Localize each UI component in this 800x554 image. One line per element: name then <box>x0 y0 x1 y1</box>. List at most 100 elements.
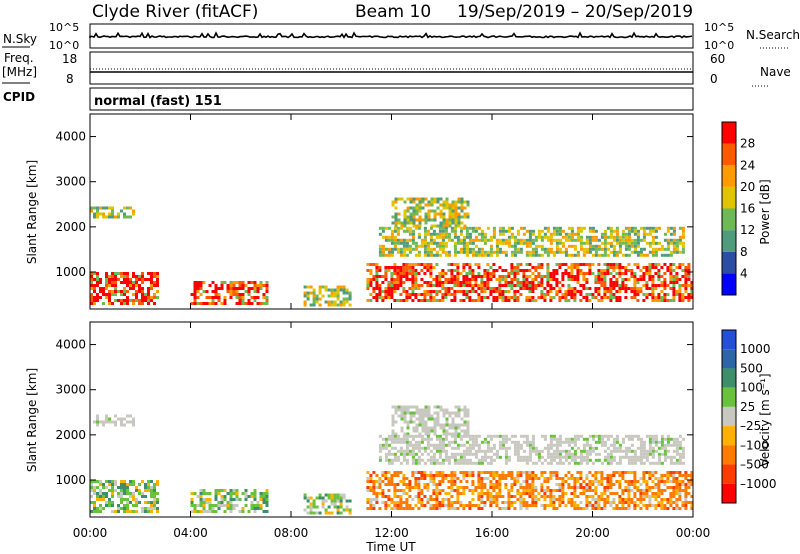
velocity-cell <box>555 474 559 477</box>
velocity-cell <box>403 408 407 412</box>
velocity-cell <box>627 437 631 441</box>
velocity-cell <box>663 489 667 492</box>
power-cell <box>621 281 625 284</box>
velocity-cell <box>483 471 487 474</box>
velocity-cell <box>108 483 111 486</box>
velocity-cell <box>405 461 409 465</box>
velocity-cell <box>573 480 577 483</box>
velocity-cell <box>262 492 266 495</box>
velocity-cell <box>564 492 568 495</box>
velocity-cell <box>618 471 622 474</box>
power-cell <box>462 266 466 269</box>
power-cell <box>381 299 385 302</box>
velocity-cell <box>384 443 388 447</box>
velocity-cell <box>618 474 622 477</box>
velocity-cell <box>372 471 376 474</box>
velocity-cell <box>244 495 248 498</box>
velocity-cell <box>666 477 670 480</box>
power-cell <box>561 229 565 233</box>
velocity-cell <box>220 504 224 507</box>
power-cell <box>540 293 544 296</box>
power-cell <box>684 266 688 269</box>
velocity-cell <box>663 483 667 486</box>
velocity-cell <box>501 474 505 477</box>
power-cell <box>390 272 394 275</box>
power-cell <box>426 241 430 245</box>
power-cell <box>525 287 529 290</box>
velocity-cell <box>406 432 410 436</box>
power-cell <box>636 278 640 281</box>
power-cell <box>90 278 93 281</box>
velocity-cell <box>414 452 418 456</box>
velocity-cell <box>420 437 424 441</box>
velocity-cell <box>594 471 598 474</box>
power-cell <box>648 232 652 236</box>
power-cell <box>678 263 682 266</box>
power-cell <box>414 253 418 257</box>
velocity-cell <box>408 434 412 438</box>
power-cell <box>597 247 601 251</box>
velocity-cell <box>690 501 694 504</box>
power-cell <box>451 212 455 216</box>
power-cell <box>238 302 242 305</box>
velocity-cell <box>409 420 413 424</box>
velocity-cell <box>324 493 328 497</box>
velocity-cell <box>253 492 257 495</box>
velocity-cell <box>594 446 598 450</box>
velocity-cell <box>645 492 649 495</box>
velocity-cell <box>591 461 595 465</box>
power-cell <box>105 206 108 210</box>
velocity-cell <box>150 480 153 483</box>
velocity-cell <box>561 489 565 492</box>
power-cell <box>636 299 640 302</box>
velocity-cell <box>384 437 388 441</box>
velocity-cell <box>150 507 153 510</box>
velocity-cell <box>214 489 218 492</box>
velocity-cell <box>531 437 535 441</box>
power-cell <box>372 296 376 299</box>
power-cell <box>531 272 535 275</box>
power-cell <box>375 275 379 278</box>
velocity-cell <box>411 449 415 453</box>
velocity-cell <box>126 504 129 507</box>
power-cell <box>417 287 421 290</box>
power-cell <box>471 226 475 230</box>
power-cell <box>684 290 688 293</box>
power-cell <box>126 272 129 275</box>
power-cell <box>420 299 424 302</box>
power-cell <box>423 238 427 242</box>
power-cell <box>504 284 508 287</box>
velocity-cell <box>588 452 592 456</box>
power-cell <box>381 226 385 230</box>
velocity-cell <box>609 458 613 462</box>
power-cell <box>405 226 409 230</box>
velocity-cell <box>99 483 102 486</box>
velocity-cell <box>418 414 422 418</box>
velocity-cell <box>510 483 514 486</box>
time-x-axis: 00:00 04:00 08:00 12:00 16:00 20:00 00:00 <box>73 114 710 540</box>
power-cell <box>552 275 556 278</box>
power-cell <box>193 302 197 305</box>
velocity-cell <box>645 449 649 453</box>
power-cell <box>645 287 649 290</box>
power-cell <box>570 232 574 236</box>
power-cell <box>534 284 538 287</box>
velocity-cell <box>594 486 598 489</box>
power-cell <box>603 235 607 239</box>
velocity-cell <box>450 452 454 456</box>
power-cell <box>681 275 685 278</box>
power-cell <box>457 212 461 216</box>
velocity-cell <box>465 461 469 465</box>
velocity-cell <box>466 411 470 415</box>
velocity-cell <box>381 480 385 483</box>
velocity-cell <box>687 492 691 495</box>
velocity-cell <box>651 495 655 498</box>
power-cell <box>348 303 352 307</box>
power-colorbar-segment <box>722 208 736 231</box>
power-cell <box>447 238 451 242</box>
power-cell <box>483 284 487 287</box>
velocity-cell <box>448 411 452 415</box>
power-cell <box>525 269 529 272</box>
power-cell <box>600 269 604 272</box>
velocity-cell <box>495 452 499 456</box>
